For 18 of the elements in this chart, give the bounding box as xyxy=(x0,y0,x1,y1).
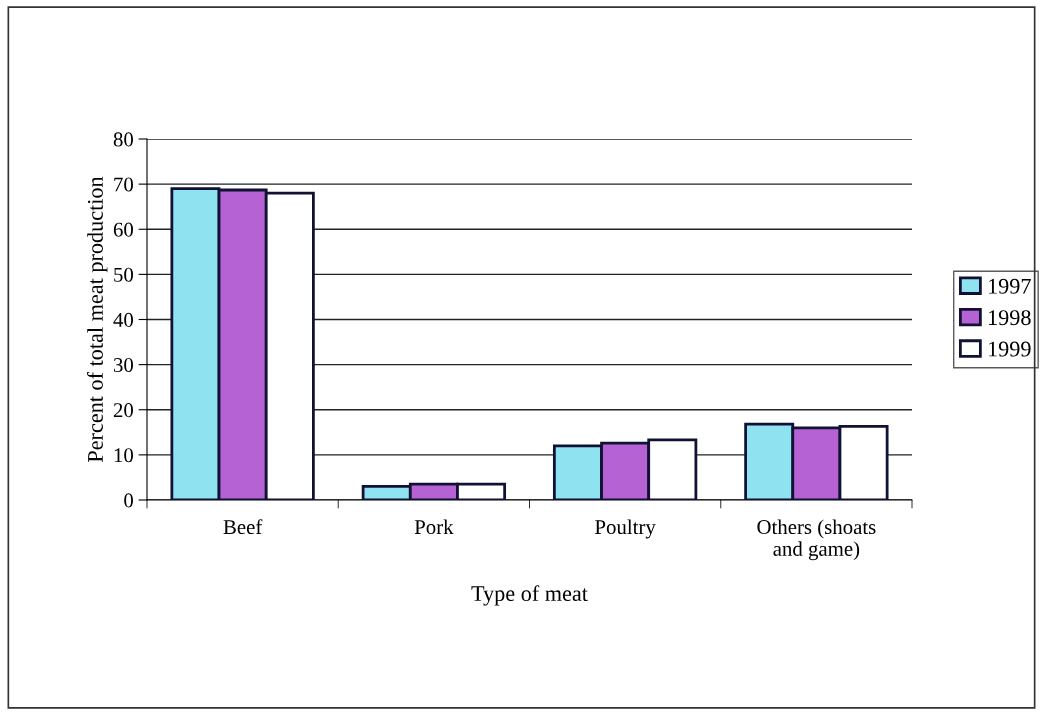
y-tick-label: 70 xyxy=(114,177,134,192)
y-tick-label: 10 xyxy=(114,448,134,463)
legend-label: 1997 xyxy=(989,278,1031,294)
legend-label: 1998 xyxy=(989,310,1031,326)
x-tick-label: Beef xyxy=(223,519,263,535)
legend-label: 1999 xyxy=(989,341,1031,357)
y-axis-title: Percent of total meat production xyxy=(87,176,108,463)
y-tick-label: 40 xyxy=(113,312,134,327)
y-tick-label: 30 xyxy=(113,358,134,373)
y-tick-label: 60 xyxy=(113,222,134,237)
y-tick-label: 50 xyxy=(114,267,134,282)
x-axis-title: Type of meat xyxy=(471,585,588,606)
y-tick-label: 20 xyxy=(113,403,134,418)
x-tick-label: Others (shoats and game) xyxy=(757,519,876,561)
y-tick-label: 0 xyxy=(124,493,134,508)
y-tick-label: 80 xyxy=(113,132,134,147)
x-tick-label: Poultry xyxy=(595,519,656,539)
x-tick-label: Pork xyxy=(414,519,454,535)
